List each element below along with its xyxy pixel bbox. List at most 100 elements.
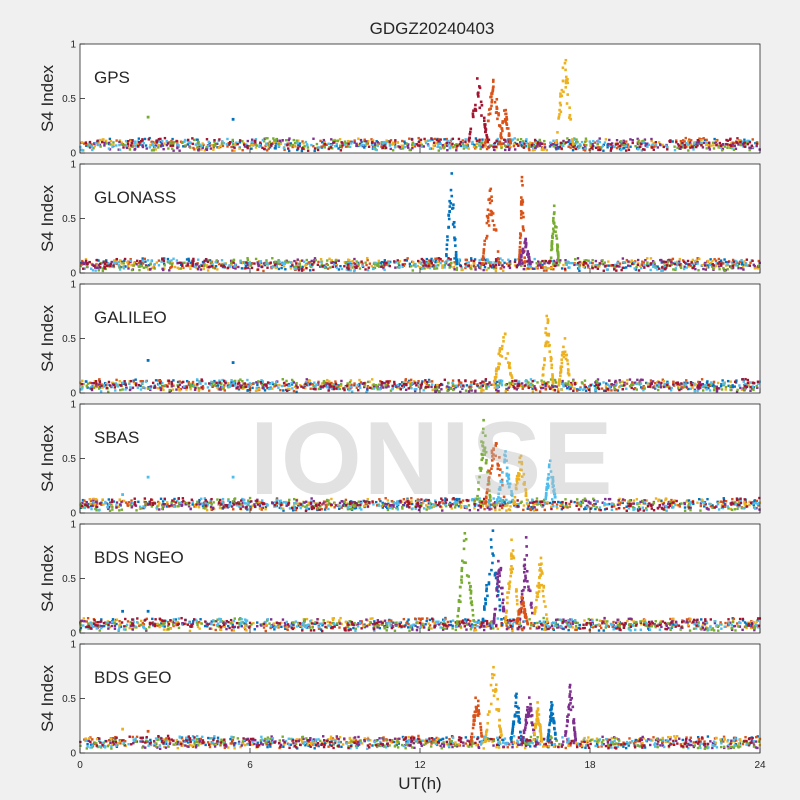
data-point (217, 387, 220, 391)
data-point (435, 138, 439, 142)
data-point (127, 267, 130, 270)
data-point (441, 144, 444, 147)
data-point (518, 260, 522, 264)
data-point (714, 259, 718, 262)
data-point (351, 266, 354, 269)
data-point (289, 267, 293, 270)
data-point (657, 141, 661, 144)
data-point (271, 382, 275, 386)
data-point (500, 382, 503, 385)
data-point (506, 504, 509, 507)
data-point (363, 139, 366, 143)
data-point (622, 266, 626, 270)
data-point (383, 259, 387, 262)
data-point (95, 384, 98, 387)
data-point (203, 149, 207, 152)
data-point (641, 387, 644, 390)
data-point (307, 383, 311, 387)
data-point (474, 268, 477, 271)
data-point (656, 265, 659, 268)
data-point (593, 384, 596, 388)
data-point (533, 138, 537, 142)
data-point (501, 259, 504, 262)
data-point (502, 142, 505, 145)
data-point (647, 143, 651, 147)
data-point (623, 381, 626, 384)
data-point (118, 139, 122, 142)
data-point (266, 149, 269, 152)
data-point (531, 384, 534, 387)
data-point (542, 148, 545, 151)
data-point (228, 385, 231, 388)
data-point (544, 259, 548, 263)
data-point (421, 501, 424, 505)
data-point (278, 260, 281, 263)
panel-label: GPS (94, 68, 130, 87)
data-point (213, 267, 217, 270)
data-point (117, 264, 120, 267)
data-point (357, 261, 360, 265)
data-point (567, 140, 570, 144)
data-point (180, 381, 184, 384)
data-point (313, 381, 316, 384)
data-point (706, 497, 709, 501)
data-point (263, 263, 267, 267)
data-point (112, 141, 115, 144)
data-point (162, 262, 166, 266)
data-point (79, 264, 82, 268)
data-point (373, 266, 377, 270)
data-point (155, 261, 159, 264)
data-point (682, 383, 685, 386)
data-point (455, 499, 459, 502)
data-point (518, 383, 521, 386)
data-point (619, 501, 622, 504)
data-point (515, 502, 519, 506)
data-point (292, 138, 295, 142)
data-point (738, 384, 741, 387)
data-point (552, 204, 556, 208)
data-point (261, 138, 265, 142)
data-point (547, 261, 551, 265)
data-point (620, 148, 623, 152)
data-point (167, 382, 171, 385)
data-point (328, 383, 331, 386)
data-point (170, 262, 174, 266)
data-point (569, 146, 572, 149)
data-point (653, 262, 656, 266)
data-point (169, 140, 172, 144)
data-point (454, 244, 457, 247)
data-point (310, 143, 313, 147)
data-point (85, 265, 89, 268)
data-point (256, 498, 259, 502)
data-point (526, 253, 529, 256)
data-point (504, 502, 507, 506)
data-point (427, 380, 431, 383)
data-point (579, 386, 582, 389)
data-point (277, 267, 281, 271)
data-point (520, 196, 523, 199)
data-point (91, 263, 94, 266)
data-point (540, 379, 543, 382)
data-point (433, 267, 436, 270)
data-point (423, 262, 426, 265)
data-point (323, 266, 327, 270)
data-point (155, 139, 159, 142)
data-point (563, 337, 567, 340)
data-point (487, 506, 490, 509)
data-point (449, 202, 453, 205)
data-point (187, 257, 190, 261)
data-point (622, 506, 626, 510)
data-point (662, 145, 665, 149)
data-point (717, 146, 720, 149)
data-point (250, 262, 254, 265)
data-point (553, 389, 557, 392)
data-point (382, 266, 385, 270)
data-point (720, 382, 723, 386)
data-point (480, 141, 484, 144)
data-point (687, 387, 690, 391)
data-point (97, 269, 101, 272)
data-point (98, 262, 102, 266)
data-point (401, 263, 404, 266)
data-point (662, 385, 666, 389)
data-point (416, 504, 419, 507)
